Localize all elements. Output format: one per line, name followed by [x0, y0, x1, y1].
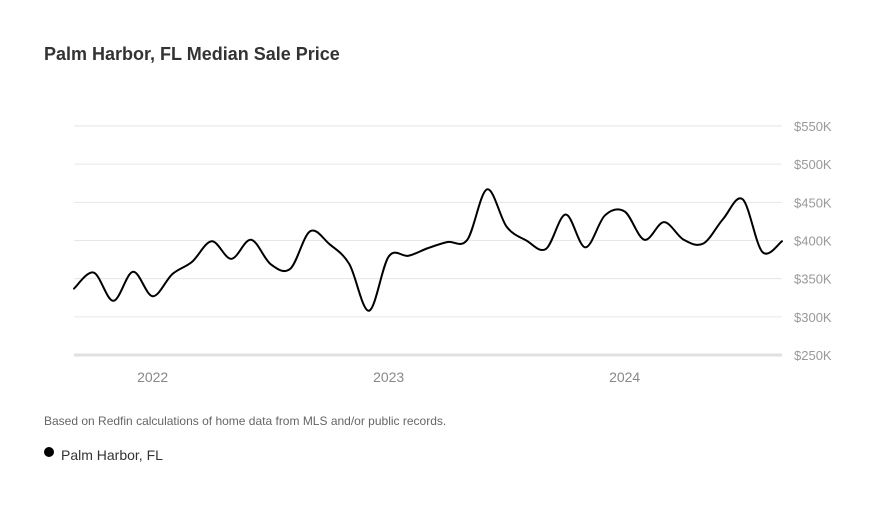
chart-legend: Palm Harbor, FL	[44, 447, 163, 463]
y-tick-label: $400K	[794, 234, 832, 249]
line-chart: $550K $500K $450K $400K $350K $300K $250K 2022 2…	[73, 119, 832, 385]
chart-footnote: Based on Redfin calculations of home dat…	[44, 414, 447, 428]
series-line-palm-harbor	[73, 188, 783, 312]
y-tick-label: $350K	[794, 272, 832, 287]
y-tick-label: $250K	[794, 348, 832, 363]
chart-title: Palm Harbor, FL Median Sale Price	[44, 44, 340, 64]
legend-label: Palm Harbor, FL	[61, 447, 163, 463]
x-tick-label: 2023	[373, 369, 404, 385]
legend-marker-dot	[44, 447, 54, 457]
y-tick-label: $300K	[794, 310, 832, 325]
y-tick-label: $550K	[794, 119, 832, 134]
y-tick-label: $450K	[794, 195, 832, 210]
y-tick-label: $500K	[794, 157, 832, 172]
x-tick-label: 2024	[609, 369, 640, 385]
x-tick-label: 2022	[137, 369, 168, 385]
